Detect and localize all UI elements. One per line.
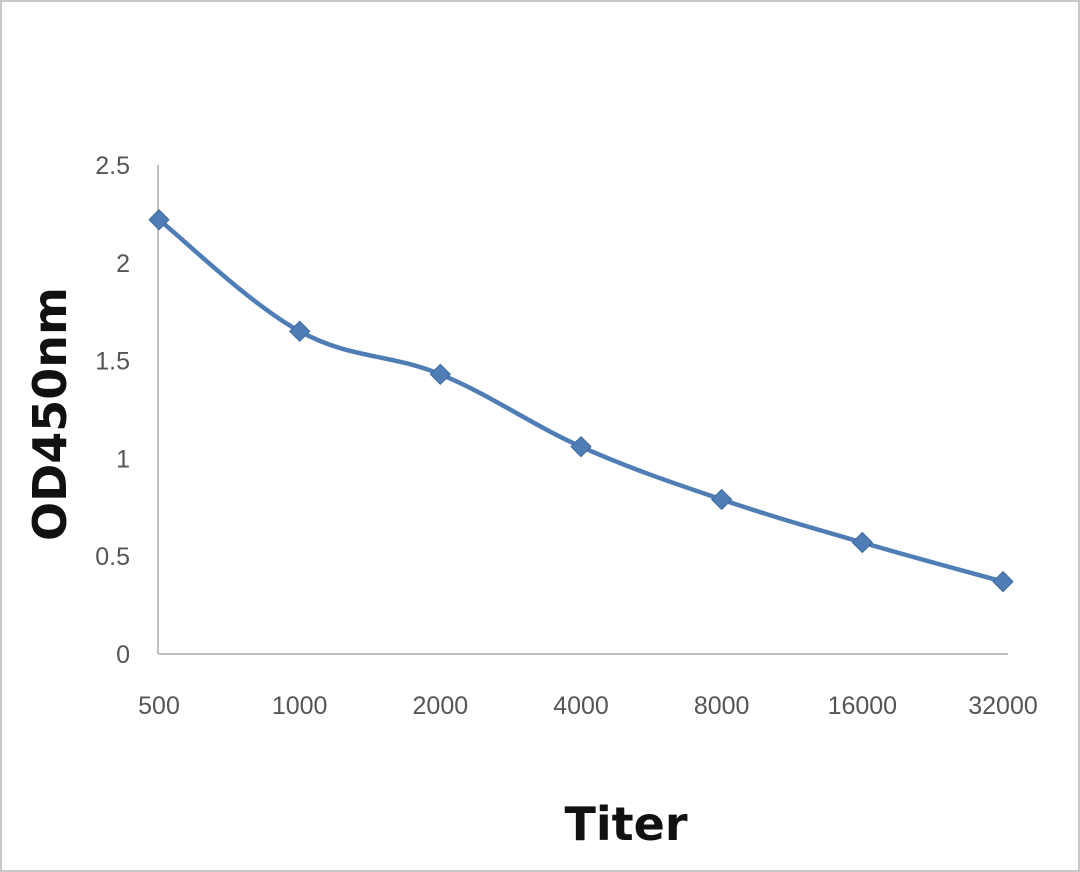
y-tick-label: 1 — [116, 445, 130, 473]
data-point-marker — [570, 435, 592, 458]
data-point-marker — [710, 488, 733, 511]
y-tick-label: 2 — [116, 250, 130, 278]
y-tick-label: 1.5 — [95, 348, 130, 376]
x-tick-label: 1000 — [272, 692, 328, 720]
y-tick-label: 0.5 — [95, 543, 130, 571]
data-point-marker — [992, 570, 1014, 593]
data-point-marker — [851, 531, 874, 554]
x-tick-label: 500 — [138, 692, 180, 720]
series-layer — [148, 209, 1014, 593]
x-tick-label: 4000 — [553, 692, 609, 720]
x-axis-title: Titer — [564, 797, 687, 851]
x-tick-label: 8000 — [694, 692, 750, 720]
data-point-marker — [429, 363, 452, 385]
axes — [157, 165, 1008, 655]
y-axis-title: OD450nm — [23, 287, 77, 541]
x-tick-label: 32000 — [968, 692, 1038, 720]
y-tick-label: 2.5 — [95, 152, 130, 180]
x-tick-label: 2000 — [413, 692, 469, 720]
data-point-marker — [148, 209, 170, 231]
data-point-marker — [288, 320, 311, 342]
y-tick-labels: 0 0.5 1 1.5 2 2.5 — [95, 152, 130, 669]
x-tick-label: 16000 — [828, 692, 898, 720]
x-tick-labels: 500 1000 2000 4000 8000 16000 32000 — [138, 692, 1038, 720]
series-line — [156, 217, 1006, 584]
y-tick-label: 0 — [116, 641, 130, 669]
